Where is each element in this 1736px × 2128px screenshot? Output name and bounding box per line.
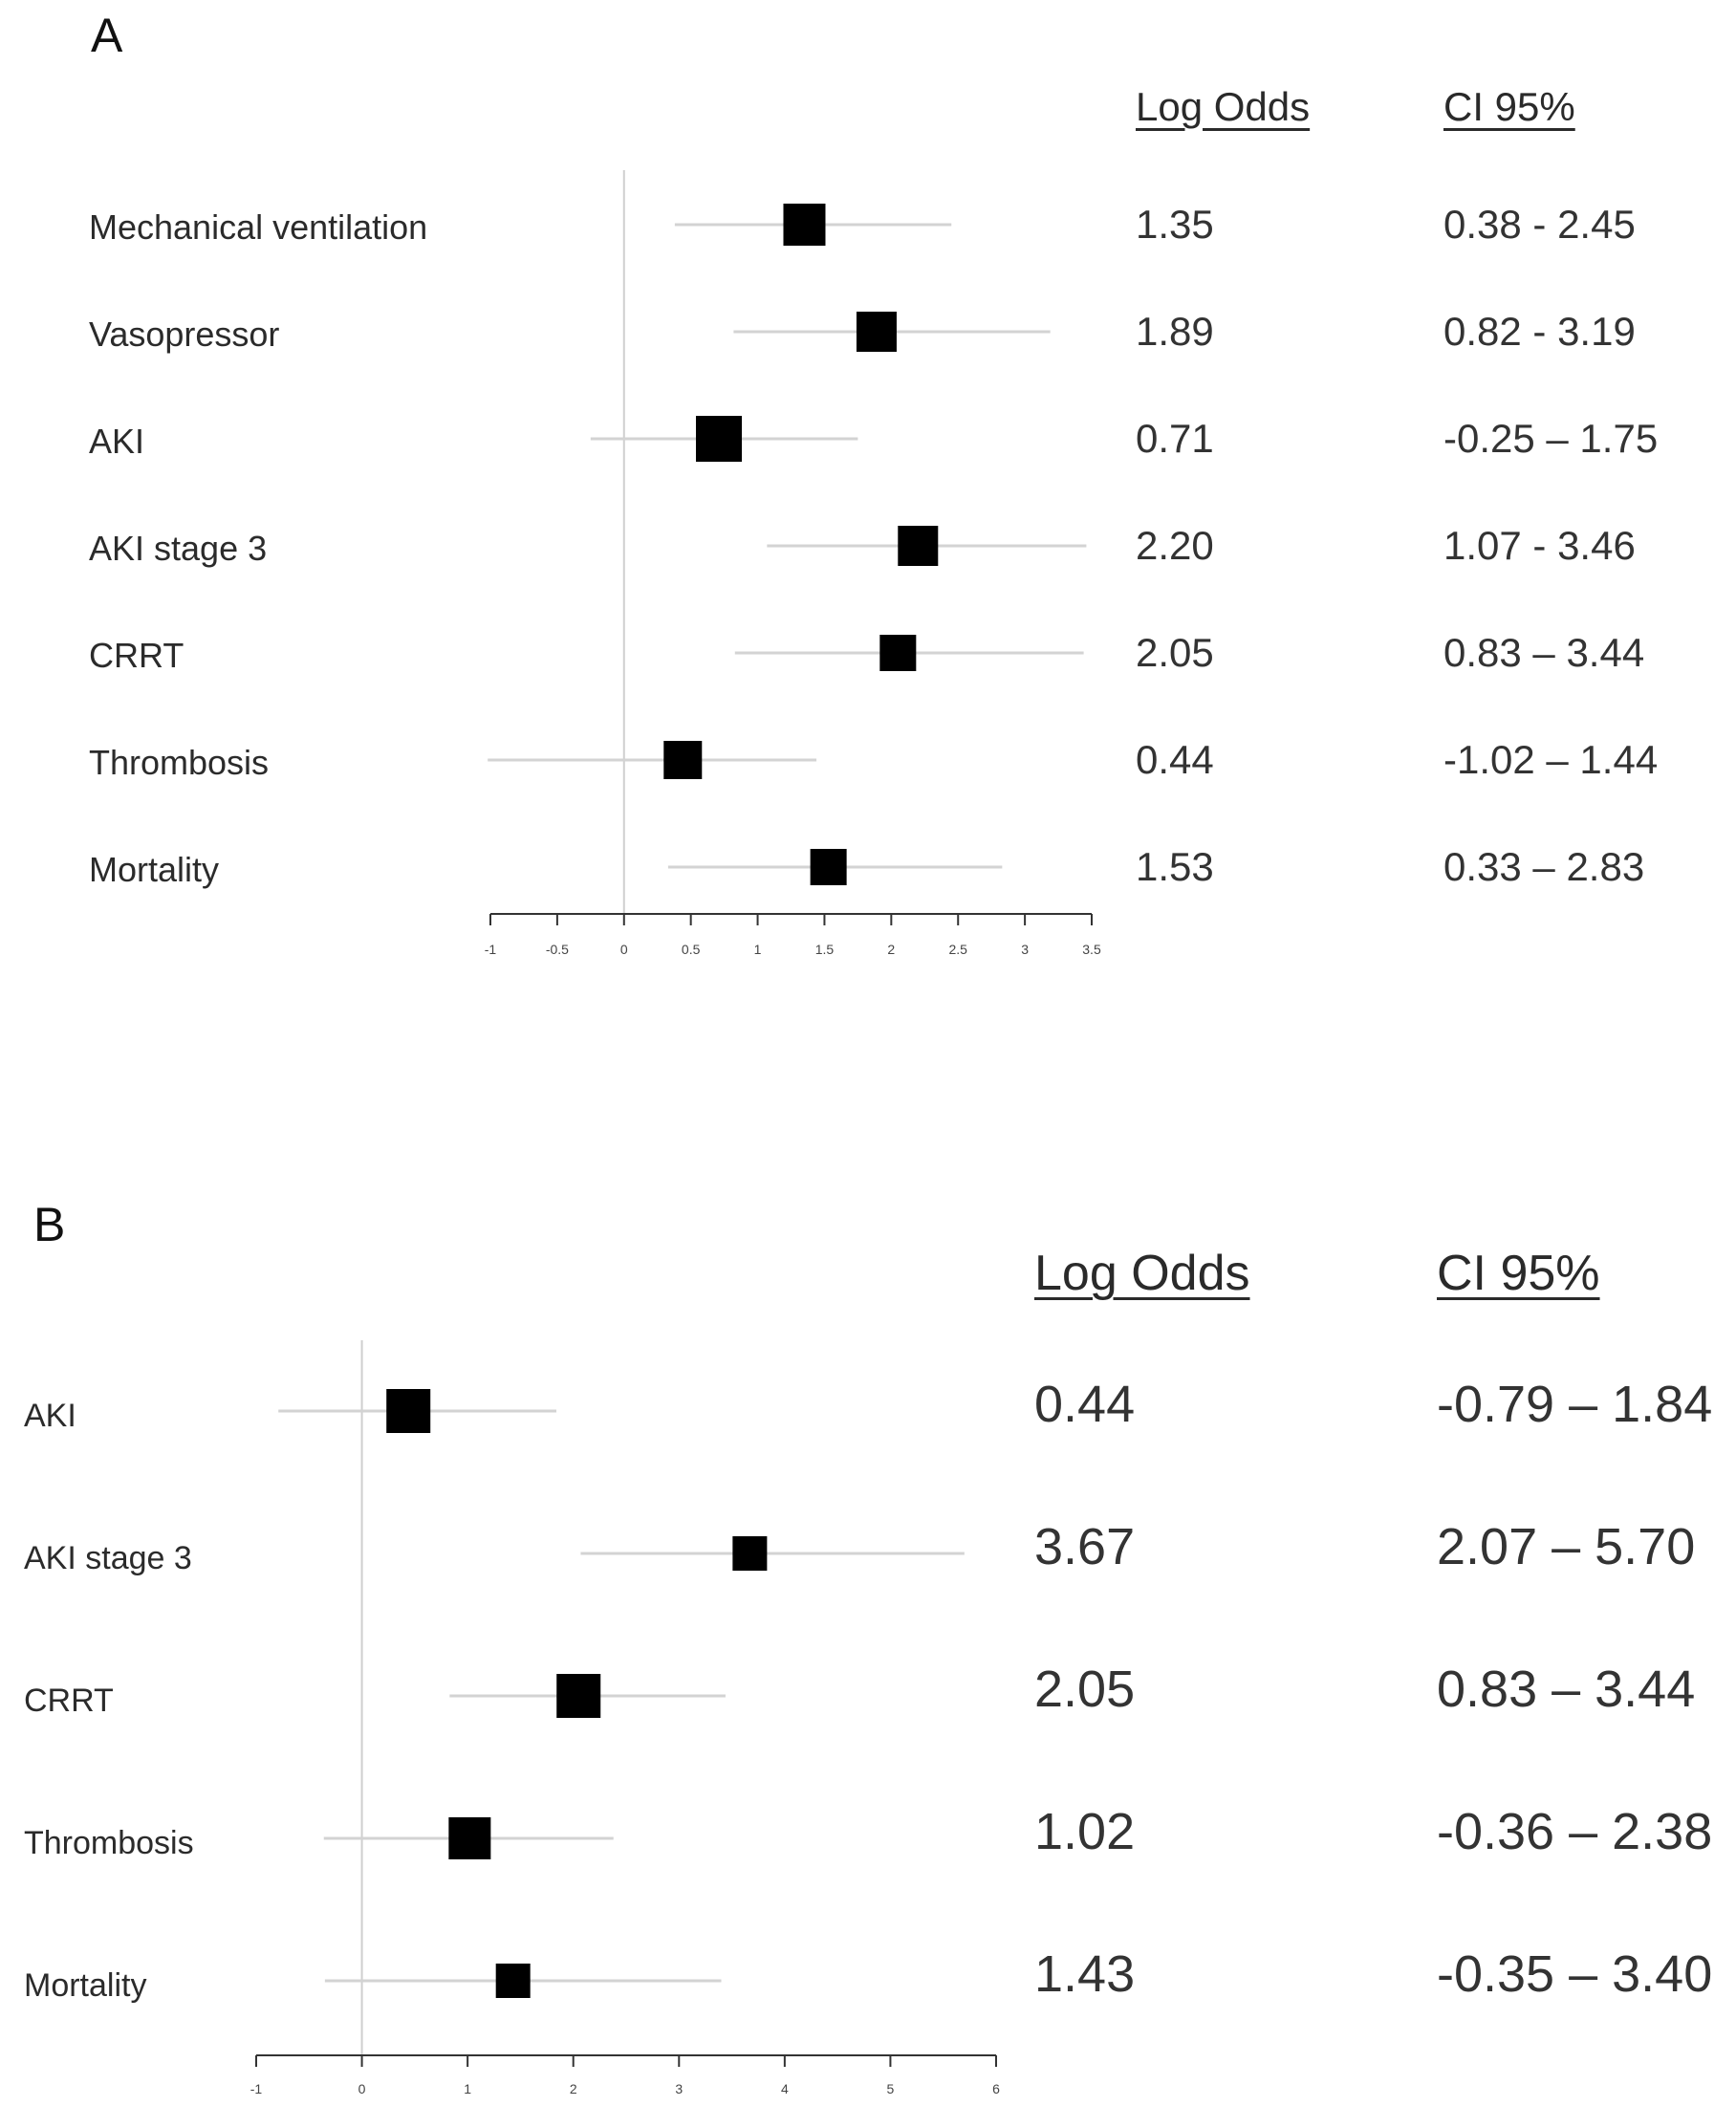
- row-label-a: Thrombosis: [89, 743, 269, 782]
- log-odds-value-a: 2.05: [1136, 630, 1214, 675]
- estimate-marker-b: [448, 1817, 491, 1859]
- estimate-marker-a: [783, 204, 826, 246]
- estimate-marker-a: [810, 849, 847, 885]
- row-label-b: AKI stage 3: [24, 1540, 192, 1576]
- ci-value-b: 0.83 – 3.44: [1437, 1661, 1695, 1718]
- x-tick-label-b: 1: [464, 2081, 471, 2096]
- estimate-marker-b: [556, 1674, 601, 1718]
- x-tick-label-a: 1: [754, 942, 762, 957]
- row-label-a: CRRT: [89, 636, 184, 675]
- estimate-marker-b: [495, 1964, 531, 1998]
- ci-value-a: 1.07 - 3.46: [1443, 523, 1636, 568]
- x-tick-label-b: 5: [887, 2081, 895, 2096]
- log-odds-value-a: 1.35: [1136, 202, 1214, 247]
- log-odds-value-b: 0.44: [1034, 1376, 1135, 1433]
- row-label-a: Mortality: [89, 850, 219, 889]
- row-label-a: AKI stage 3: [89, 529, 267, 568]
- row-label-a: Mechanical ventilation: [89, 207, 427, 247]
- forest-plot-b-svg: -1 0 1 2 3 4 5 6 AKI 0.44 -0.79 – 1.84 AKI stage 3 3…: [24, 1340, 1712, 2096]
- x-tick-label-a: -0.5: [546, 942, 569, 957]
- log-odds-value-a: 0.71: [1136, 416, 1214, 461]
- ci-value-a: -0.25 – 1.75: [1443, 416, 1658, 461]
- row-label-b: Thrombosis: [24, 1825, 194, 1861]
- estimate-marker-a: [879, 635, 917, 671]
- ci-value-b: -0.79 – 1.84: [1437, 1376, 1712, 1433]
- x-tick-label-b: 0: [358, 2081, 366, 2096]
- log-odds-value-b: 3.67: [1034, 1518, 1135, 1575]
- ci-value-a: 0.38 - 2.45: [1443, 202, 1636, 247]
- x-tick-label-b: 6: [992, 2081, 1000, 2096]
- ci-value-a: -1.02 – 1.44: [1443, 737, 1658, 782]
- x-tick-label-b: 3: [675, 2081, 683, 2096]
- log-odds-value-b: 1.43: [1034, 1945, 1135, 2003]
- ci-value-b: -0.35 – 3.40: [1437, 1945, 1712, 2003]
- row-label-b: CRRT: [24, 1683, 114, 1719]
- log-odds-value-a: 1.89: [1136, 309, 1214, 354]
- x-tick-label-b: 4: [781, 2081, 789, 2096]
- ci-value-a: 0.33 – 2.83: [1443, 844, 1644, 889]
- log-odds-value-a: 2.20: [1136, 523, 1214, 568]
- forest-plot-b: B Log Odds CI 95% -1 0 1 2 3 4 5 6 AKI 0.44 -0.79 …: [0, 1176, 1736, 2128]
- log-odds-header-a: Log Odds: [1136, 84, 1311, 129]
- x-tick-label-a: 3: [1021, 942, 1029, 957]
- x-tick-label-a: 0: [620, 942, 628, 957]
- x-tick-label-b: -1: [250, 2081, 263, 2096]
- estimate-marker-a: [856, 312, 897, 352]
- row-label-b: Mortality: [24, 1967, 146, 2004]
- x-tick-label-a: 3.5: [1082, 942, 1101, 957]
- log-odds-value-b: 1.02: [1034, 1803, 1135, 1860]
- row-label-a: AKI: [89, 422, 144, 461]
- log-odds-value-a: 1.53: [1136, 844, 1214, 889]
- ci-header-b: CI 95%: [1437, 1246, 1600, 1301]
- ci-value-a: 0.82 - 3.19: [1443, 309, 1636, 354]
- panel-label-a: A: [91, 9, 123, 62]
- estimate-marker-b: [386, 1389, 431, 1433]
- ci-value-a: 0.83 – 3.44: [1443, 630, 1644, 675]
- log-odds-value-a: 0.44: [1136, 737, 1214, 782]
- x-tick-label-a: 2: [887, 942, 895, 957]
- log-odds-header-b: Log Odds: [1034, 1246, 1250, 1301]
- log-odds-value-b: 2.05: [1034, 1661, 1135, 1718]
- panel-label-b: B: [33, 1198, 66, 1251]
- estimate-marker-a: [696, 416, 743, 462]
- row-label-b: AKI: [24, 1398, 76, 1434]
- forest-plot-a: A Log Odds CI 95% -1 -0.5 0 0.5 1 1.5 2 2.5 3 3.5…: [0, 0, 1736, 1052]
- ci-value-b: -0.36 – 2.38: [1437, 1803, 1712, 1860]
- x-tick-label-a: -1: [485, 942, 497, 957]
- x-tick-label-b: 2: [570, 2081, 577, 2096]
- x-tick-label-a: 2.5: [948, 942, 967, 957]
- estimate-marker-a: [898, 526, 939, 566]
- ci-value-b: 2.07 – 5.70: [1437, 1518, 1695, 1575]
- estimate-marker-a: [663, 741, 703, 779]
- forest-plot-a-svg: -1 -0.5 0 0.5 1 1.5 2 2.5 3 3.5 Mechanical ventila…: [89, 170, 1658, 957]
- estimate-marker-b: [732, 1536, 768, 1571]
- ci-header-a: CI 95%: [1443, 84, 1575, 129]
- x-tick-label-a: 0.5: [682, 942, 701, 957]
- row-label-a: Vasopressor: [89, 315, 279, 354]
- x-tick-label-a: 1.5: [815, 942, 835, 957]
